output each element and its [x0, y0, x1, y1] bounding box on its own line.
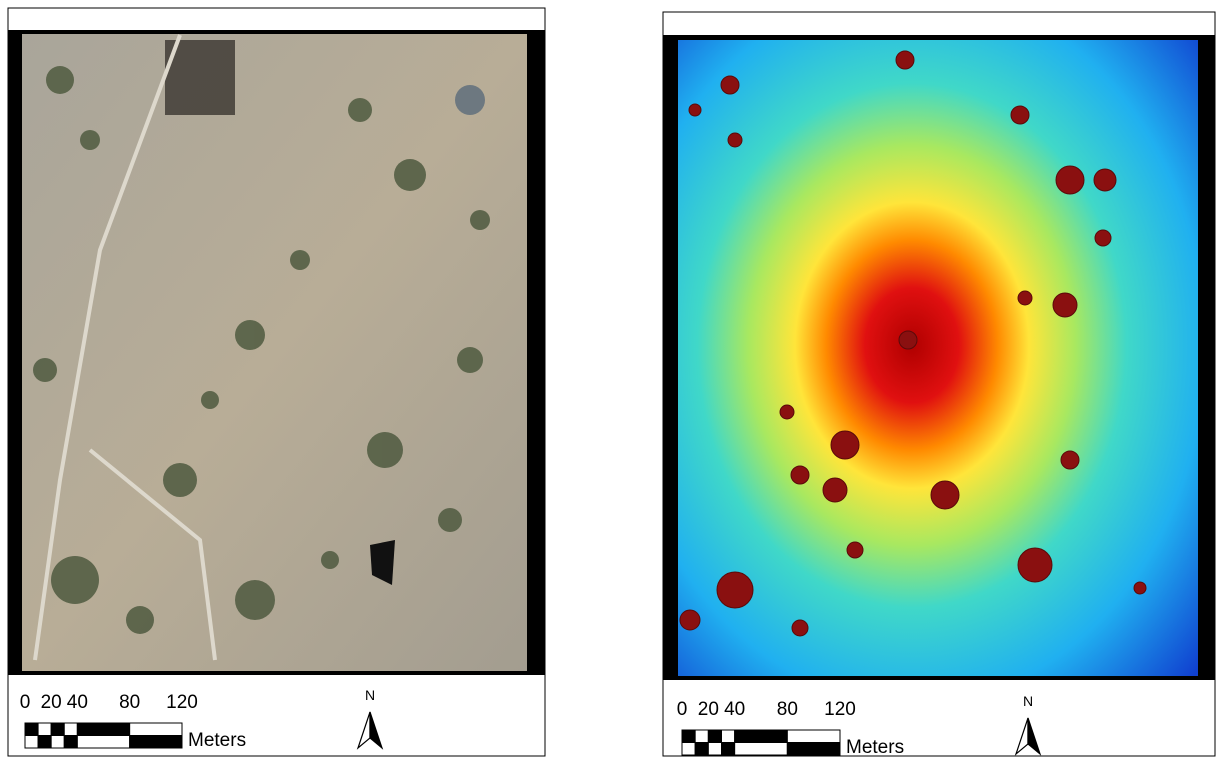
scale-segment	[722, 743, 735, 756]
scale-label: 40	[67, 692, 88, 713]
page: {"panels": [ {"scale_labels": [0, 20, 40…	[0, 0, 1217, 762]
scale-segment	[38, 736, 51, 749]
scale-segment	[722, 730, 735, 743]
scale-segment	[708, 730, 721, 743]
scale-segment	[77, 723, 129, 736]
north-label: N	[1023, 693, 1033, 709]
scale-segment	[51, 723, 64, 736]
scale-segment	[25, 723, 38, 736]
scale-segment	[695, 743, 708, 756]
scale-label: 120	[824, 699, 856, 720]
scale-segment	[130, 723, 182, 736]
scale-segment	[25, 736, 38, 749]
north-label: N	[365, 687, 375, 703]
scale-segment	[695, 730, 708, 743]
scale-segment	[787, 730, 840, 743]
scale-label: 20	[41, 692, 62, 713]
scale-label: 0	[20, 692, 31, 713]
scale-segment	[682, 730, 695, 743]
scale-label: 0	[677, 699, 688, 720]
scale-unit: Meters	[846, 737, 904, 757]
scale-segment	[735, 730, 788, 743]
scale-segment	[735, 743, 788, 756]
figure: 0204080120Meters N 0204080120Meters N	[0, 0, 1217, 757]
scale-segment	[787, 743, 840, 756]
scale-segment	[51, 736, 64, 749]
scale-label: 80	[777, 699, 798, 720]
elevation-model	[678, 40, 1198, 676]
pond	[455, 85, 485, 115]
scale-segment	[38, 723, 51, 736]
scale-segment	[77, 736, 129, 749]
scale-label: 40	[724, 699, 745, 720]
scale-segment	[130, 736, 182, 749]
scale-segment	[64, 736, 77, 749]
scale-unit: Meters	[188, 730, 246, 751]
scale-label: 80	[119, 692, 140, 713]
scale-segment	[64, 723, 77, 736]
scale-segment	[682, 743, 695, 756]
scale-label: 20	[698, 699, 719, 720]
scale-label: 120	[166, 692, 198, 713]
scale-segment	[708, 743, 721, 756]
